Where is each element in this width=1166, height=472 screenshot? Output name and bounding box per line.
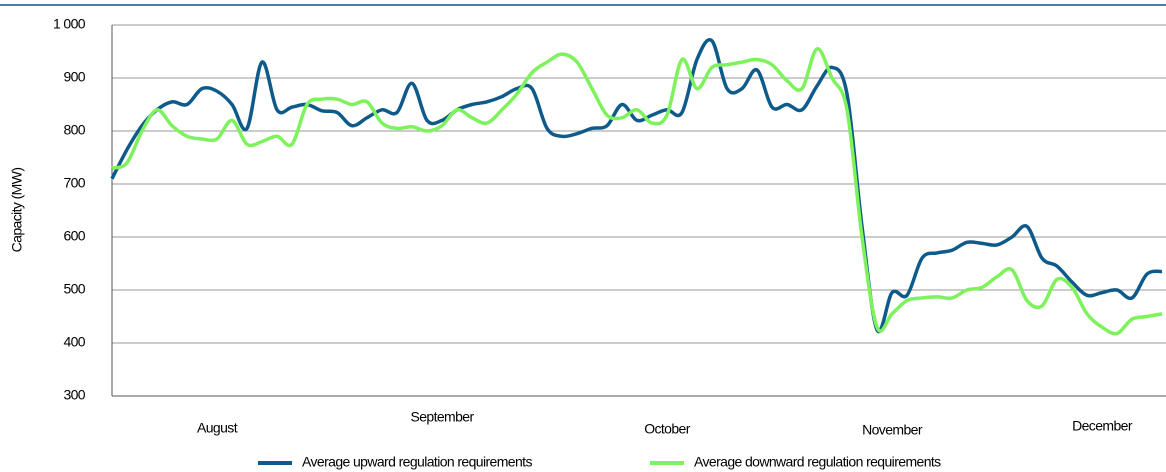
x-tick-label: August [197,420,238,436]
y-tick-label: 900 [63,69,85,85]
y-tick-label: 300 [63,387,85,403]
legend-label: Average downward regulation requirements [694,454,941,470]
y-tick-label: 600 [63,228,85,244]
series-line [111,47,1163,336]
y-tick-label: 400 [63,334,85,350]
y-axis-label: Capacity (MW) [9,168,25,253]
y-tick-label: 800 [63,122,85,138]
x-tick-label: September [410,409,474,425]
series-line [110,38,1163,334]
x-tick-label: December [1072,418,1133,434]
y-tick-label: 500 [63,281,85,297]
legend-label: Average upward regulation requirements [302,454,532,470]
x-tick-label: October [644,421,691,437]
y-tick-label: 700 [63,175,85,191]
y-tick-label: 1 000 [53,16,86,32]
x-tick-label: November [862,422,923,438]
